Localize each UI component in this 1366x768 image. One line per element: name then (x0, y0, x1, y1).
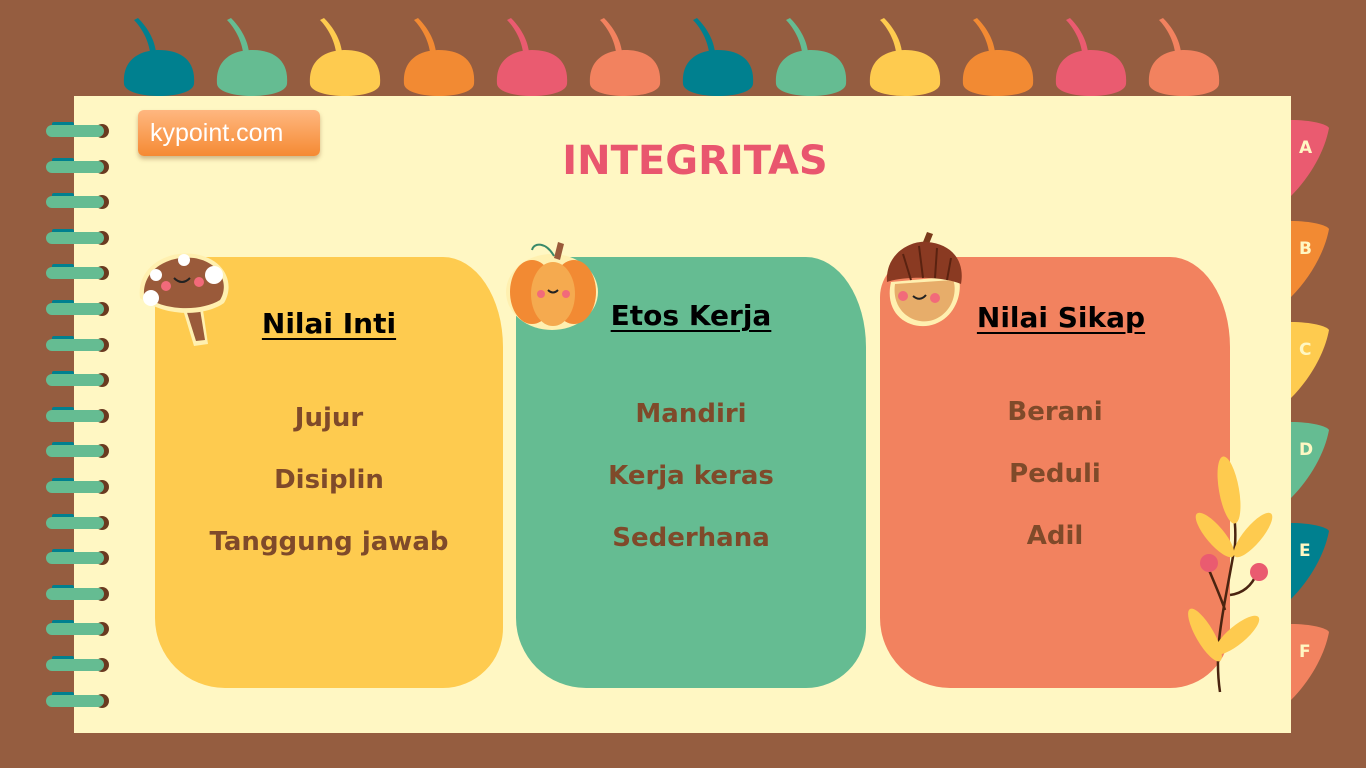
spiral-ring-icon (46, 442, 109, 459)
tab-shape-icon (1291, 422, 1329, 499)
spiral-ring-icon (46, 584, 109, 601)
spiral-ring-icon (46, 228, 109, 245)
tab-label: F (1299, 642, 1311, 662)
tab-shape-icon (1291, 624, 1329, 700)
tab-f[interactable]: F (1291, 624, 1331, 700)
spiral-ring-icon (46, 122, 109, 138)
spiral-ring-icon (46, 656, 109, 672)
card-heading: Etos Kerja (610, 299, 772, 332)
fruit-icon (496, 18, 567, 96)
tab-b[interactable]: B (1291, 220, 1331, 297)
fruit-icon (403, 18, 474, 96)
fruit-icon (962, 18, 1033, 96)
list-item: Mandiri (635, 399, 747, 429)
spiral-ring-icon (46, 300, 109, 316)
fruit-icon (589, 18, 661, 96)
tab-a[interactable]: A (1291, 120, 1331, 196)
tab-label: A (1299, 138, 1313, 158)
list-item: Tanggung jawab (209, 527, 449, 557)
card-heading: Nilai Inti (261, 307, 397, 340)
tab-label: C (1299, 339, 1312, 360)
spiral-ring-icon (46, 478, 109, 494)
fruit-icon (123, 18, 195, 96)
branch-leaf-icon (1188, 456, 1273, 693)
page-title: INTEGRITAS (562, 138, 828, 184)
tab-shape-icon (1291, 120, 1329, 196)
spiral-ring-icon (46, 157, 109, 174)
list-item: Sederhana (612, 523, 770, 553)
spiral-ring-icon (46, 620, 109, 637)
list-item: Berani (1007, 397, 1103, 427)
list-item: Kerja keras (608, 461, 774, 491)
tab-d[interactable]: D (1291, 422, 1331, 499)
fruit-icon (776, 18, 847, 96)
fruit-icon (1055, 18, 1127, 96)
spiral-ring-icon (46, 513, 109, 530)
fruit-icon (869, 18, 940, 96)
list-item: Jujur (294, 403, 364, 433)
acorn-icon (886, 232, 962, 327)
list-item: Peduli (1009, 459, 1101, 489)
tab-shape-icon (1291, 523, 1329, 600)
tab-label: D (1299, 440, 1314, 461)
spiral-ring-icon (46, 335, 109, 352)
spiral-ring-icon (46, 371, 109, 388)
tab-label: B (1299, 238, 1312, 259)
tab-shape-icon (1291, 220, 1329, 297)
list-item: Adil (1026, 521, 1084, 551)
tab-label: E (1299, 541, 1311, 562)
tab-shape-icon (1291, 321, 1329, 398)
spiral-ring-icon (46, 406, 109, 423)
card-nilai-inti: Nilai Inti Jujur Disiplin Tanggung jawab (155, 257, 503, 688)
card-heading: Nilai Sikap (976, 301, 1146, 334)
fruit-icon (310, 18, 381, 96)
spiral-ring-icon (46, 549, 109, 566)
fruit-icon (217, 18, 288, 96)
card-etos-kerja: Etos Kerja Mandiri Kerja keras Sederhana (516, 257, 866, 688)
fruit-icon (683, 18, 754, 96)
brand-label: kypoint.com (138, 110, 320, 156)
spiral-ring-icon (46, 193, 109, 210)
tab-c[interactable]: C (1291, 321, 1331, 398)
list-item: Disiplin (274, 465, 384, 495)
tab-e[interactable]: E (1291, 523, 1331, 600)
card-nilai-sikap: Nilai Sikap Berani Peduli Adil (880, 257, 1230, 688)
spiral-ring-icon (46, 691, 109, 708)
pumpkin-icon (506, 242, 598, 330)
mushroom-icon (139, 253, 229, 346)
spiral-ring-icon (46, 264, 109, 281)
fruit-icon (1149, 18, 1220, 96)
